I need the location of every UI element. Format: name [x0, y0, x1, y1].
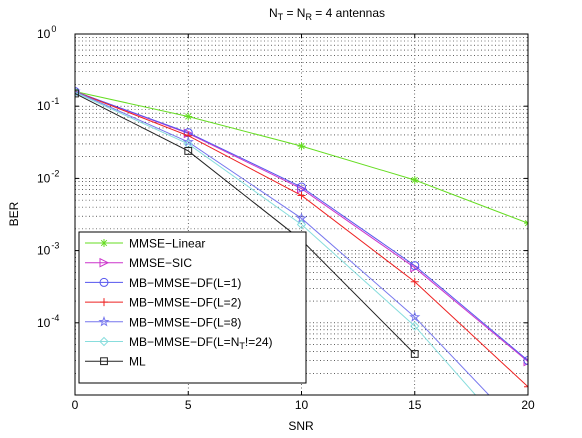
data-point-marker: [410, 277, 419, 286]
data-point-marker: [99, 257, 110, 268]
legend-label: MMSE−SIC: [129, 256, 192, 270]
legend-entry: MB−MMSE−DF(L=2): [85, 296, 241, 310]
legend-entry: MB−MMSE−DF(L=1): [85, 276, 241, 290]
data-point-marker: [524, 219, 528, 228]
x-tick-label: 20: [521, 398, 535, 412]
data-point-marker: [75, 87, 80, 98]
series-4: [75, 87, 528, 391]
data-point-marker: [99, 277, 109, 287]
series-layer: [75, 85, 532, 438]
y-axis-label: BER: [7, 201, 21, 226]
chart-title: NT = NR = 4 antennas: [269, 6, 385, 22]
data-point-marker: [184, 147, 193, 155]
y-tick-label: 10-2: [37, 168, 59, 185]
y-tick-label: 100: [37, 24, 56, 41]
data-point-marker: [297, 182, 306, 192]
legend-label: MB−MMSE−DF(L=8): [129, 315, 241, 329]
data-point-marker: [184, 112, 193, 121]
series-line: [75, 91, 490, 395]
grid-lines: [75, 34, 528, 395]
data-point-marker: [523, 356, 528, 366]
data-point-marker: [410, 350, 419, 358]
data-point-marker: [297, 191, 306, 200]
data-point-marker: [75, 89, 79, 98]
data-point-marker: [100, 239, 108, 247]
legend-label: ML: [129, 355, 146, 369]
series-line: [75, 93, 416, 355]
data-point-marker: [296, 219, 307, 230]
legend-label: MB−MMSE−DF(L=2): [129, 296, 241, 310]
data-point-marker: [524, 432, 532, 438]
data-point-marker: [100, 298, 108, 307]
data-point-marker: [410, 321, 420, 331]
legend-entry: MB−MMSE−DF(L=8): [85, 315, 241, 329]
x-tick-label: 10: [295, 398, 309, 412]
series-6: [75, 87, 477, 395]
legend-label: MB−MMSE−DF(L=NT!=24): [129, 335, 273, 351]
y-tick-label: 10-1: [37, 96, 59, 113]
y-tick-label: 10-4: [37, 313, 59, 330]
series-1: [75, 87, 528, 228]
series-line: [75, 92, 477, 395]
data-point-marker: [410, 176, 419, 185]
legend-entry: MB−MMSE−DF(L=NT!=24): [85, 335, 273, 351]
x-tick-label: 15: [408, 398, 422, 412]
data-point-marker: [98, 315, 110, 327]
series-group: [75, 85, 532, 438]
x-axis-label: SNR: [288, 419, 314, 433]
x-tick-label: 5: [185, 398, 192, 412]
legend-entry: MMSE−SIC: [85, 256, 192, 270]
legend-entry: MMSE−Linear: [85, 237, 205, 251]
legend-box: [78, 231, 307, 384]
legend: MMSE−Linear MMSE−SIC MB−MMSE−DF(L=1) MB−MMS…: [78, 231, 307, 384]
x-tick-label: 0: [72, 398, 79, 412]
data-point-marker: [297, 142, 306, 151]
data-point-marker: [409, 311, 421, 322]
data-point-marker: [524, 382, 528, 391]
legend-entry: ML: [85, 355, 146, 369]
y-tick-label: 10-3: [37, 241, 59, 258]
data-point-marker: [410, 261, 420, 271]
data-point-marker: [99, 336, 109, 347]
series-line: [75, 90, 528, 361]
legend-label: MB−MMSE−DF(L=1): [129, 276, 241, 290]
legend-label: MMSE−Linear: [129, 237, 205, 251]
data-point-marker: [100, 357, 108, 366]
